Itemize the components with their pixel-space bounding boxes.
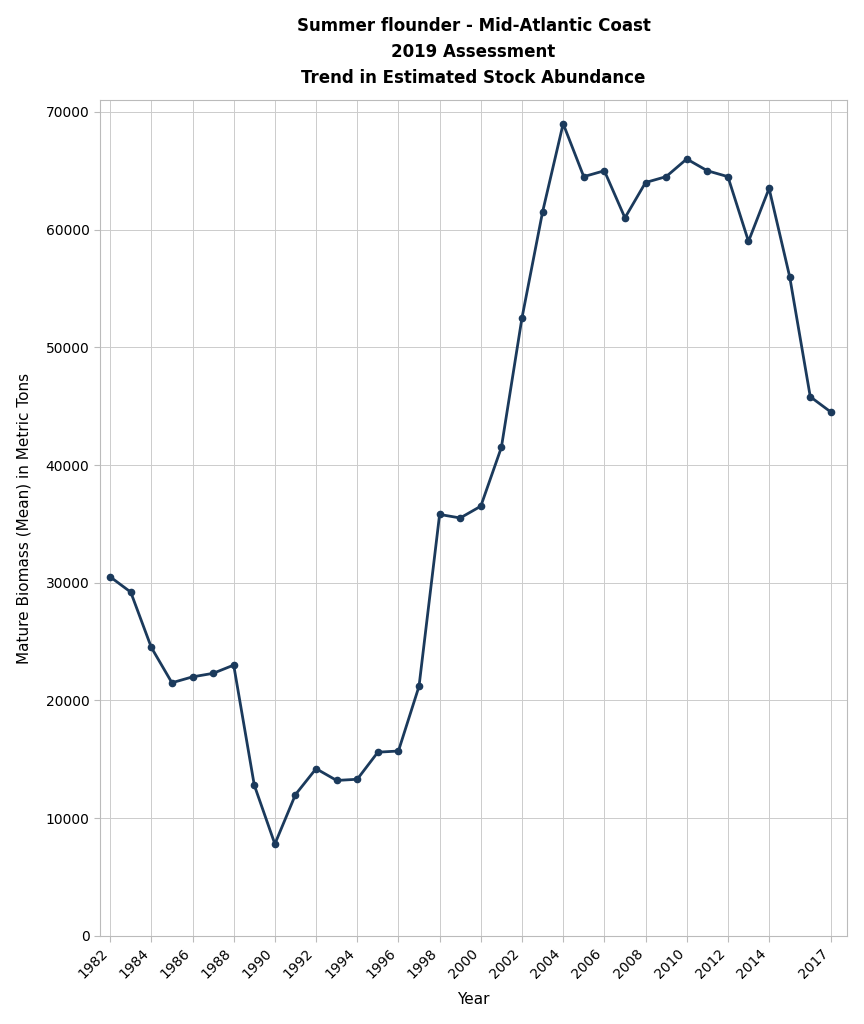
Y-axis label: Mature Biomass (Mean) in Metric Tons: Mature Biomass (Mean) in Metric Tons (16, 373, 32, 664)
Title: Summer flounder - Mid-Atlantic Coast
2019 Assessment
Trend in Estimated Stock Ab: Summer flounder - Mid-Atlantic Coast 201… (296, 16, 651, 87)
X-axis label: Year: Year (457, 992, 490, 1008)
